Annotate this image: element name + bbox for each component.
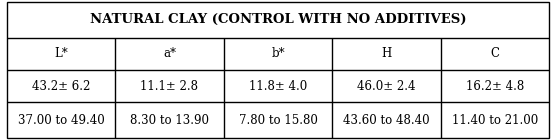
Text: NATURAL CLAY (CONTROL WITH NO ADDITIVES): NATURAL CLAY (CONTROL WITH NO ADDITIVES) xyxy=(90,13,466,26)
Text: 11.40 to 21.00: 11.40 to 21.00 xyxy=(452,114,538,127)
Text: 11.1± 2.8: 11.1± 2.8 xyxy=(141,80,198,93)
Text: a*: a* xyxy=(163,47,176,60)
Text: 8.30 to 13.90: 8.30 to 13.90 xyxy=(130,114,209,127)
Text: 43.2± 6.2: 43.2± 6.2 xyxy=(32,80,90,93)
Text: H: H xyxy=(381,47,391,60)
Text: C: C xyxy=(490,47,499,60)
Text: 11.8± 4.0: 11.8± 4.0 xyxy=(249,80,307,93)
Text: b*: b* xyxy=(271,47,285,60)
Text: L*: L* xyxy=(54,47,68,60)
Text: 43.60 to 48.40: 43.60 to 48.40 xyxy=(343,114,430,127)
Text: 46.0± 2.4: 46.0± 2.4 xyxy=(358,80,416,93)
Text: 16.2± 4.8: 16.2± 4.8 xyxy=(466,80,524,93)
Text: 37.00 to 49.40: 37.00 to 49.40 xyxy=(18,114,105,127)
Text: 7.80 to 15.80: 7.80 to 15.80 xyxy=(239,114,317,127)
